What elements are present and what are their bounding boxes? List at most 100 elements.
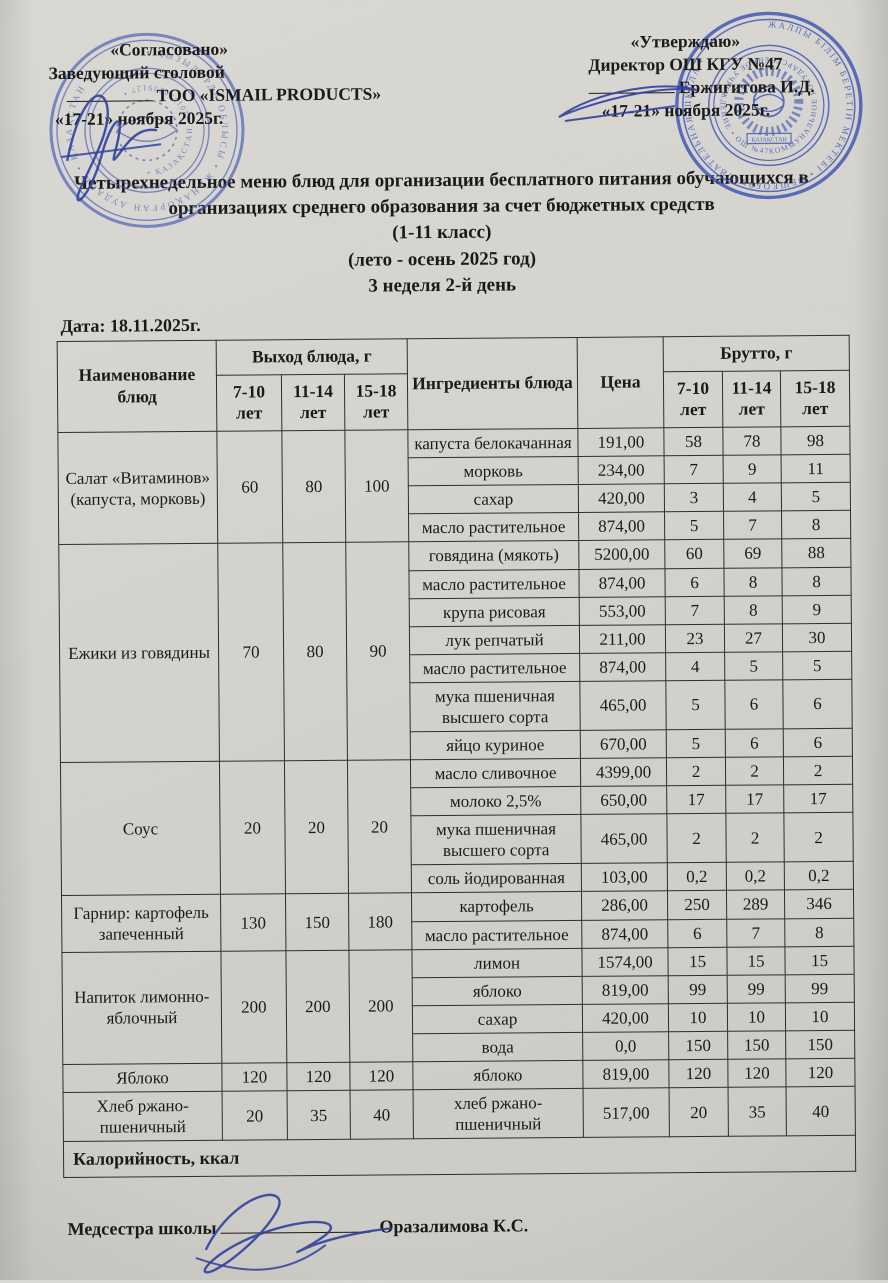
ingredient-cell: капуста белокачанная (407, 428, 579, 459)
brutto-cell: 7 (664, 455, 724, 485)
dish-name-cell: Хлеб ржано-пшеничный (63, 1091, 223, 1142)
brutto-cell: 0,2 (667, 862, 727, 892)
brutto-cell: 4 (723, 483, 782, 512)
price-cell: 4399,00 (580, 757, 667, 787)
table-row: Хлеб ржано-пшеничный 20 35 40 хлеб ржано… (63, 1086, 856, 1142)
price-cell: 819,00 (582, 975, 669, 1005)
brutto-cell: 15 (726, 946, 786, 976)
brutto-cell: 8 (781, 510, 851, 540)
nurse-label: Медсестра школы (67, 1217, 217, 1239)
price-cell: 420,00 (582, 1003, 669, 1033)
ingredient-cell: лимон (411, 948, 583, 978)
director-label: Директор ОШ КГУ №47 (588, 53, 783, 75)
brutto-cell: 10 (785, 1002, 855, 1031)
brutto-cell: 0,2 (784, 861, 854, 891)
brutto-cell: 78 (722, 427, 782, 456)
brutto-cell: 5 (665, 680, 726, 730)
ingredient-cell: лук репчатый (409, 625, 580, 655)
brutto-cell: 8 (784, 917, 854, 947)
header-ingredients: Ингредиенты блюда (407, 337, 578, 430)
header-age-15-18: 15-18 лет (344, 373, 408, 431)
brutto-cell: 6 (725, 728, 784, 758)
document-title: Четырехнедельное меню блюд для организац… (46, 165, 837, 302)
ingredient-cell: соль йодированная (411, 863, 582, 894)
price-cell: 874,00 (581, 919, 668, 949)
approve-date: «17-21» ноября 2025г. (601, 99, 771, 122)
header-price: Цена (577, 336, 664, 429)
price-cell: 286,00 (581, 891, 668, 920)
price-cell: 670,00 (580, 729, 667, 759)
portion-cell: 80 (281, 430, 346, 544)
brutto-cell: 7 (723, 511, 782, 540)
signature-line (588, 79, 675, 95)
ingredient-cell: масло растительное (408, 512, 579, 543)
price-cell: 0,0 (582, 1031, 669, 1061)
nurse-signature-block: Медсестра школы Оразалимова К.С. (68, 1215, 529, 1240)
price-cell: 650,00 (580, 785, 667, 815)
ingredient-cell: крупа рисовая (409, 597, 580, 627)
portion-cell: 80 (282, 542, 348, 761)
ingredient-cell: яйцо куриное (410, 730, 581, 760)
brutto-cell: 3 (664, 483, 724, 513)
brutto-cell: 69 (723, 539, 782, 568)
ingredient-cell: масло растительное (409, 653, 580, 683)
title-line-week-day: 3 неделя 2-й день (368, 274, 517, 297)
brutto-cell: 250 (667, 890, 727, 920)
price-cell: 191,00 (577, 427, 665, 457)
brutto-cell: 0,2 (726, 862, 785, 891)
price-cell: 517,00 (583, 1087, 670, 1138)
brutto-cell: 2 (783, 812, 854, 863)
portion-cell: 35 (287, 1090, 351, 1140)
brutto-cell: 17 (666, 785, 726, 815)
portion-cell: 200 (348, 949, 413, 1063)
ingredient-cell: сахар (412, 1004, 583, 1034)
brutto-cell: 6 (667, 918, 727, 948)
ingredient-cell: хлеб ржано-пшеничный (413, 1088, 584, 1139)
brutto-cell: 289 (726, 890, 785, 919)
portion-cell: 100 (344, 429, 409, 543)
brutto-cell: 99 (727, 974, 786, 1004)
ingredient-cell: масло растительное (408, 568, 580, 599)
brutto-cell: 5 (782, 651, 852, 680)
director-name: Ержигитова И.Д. (521, 75, 851, 101)
brutto-cell: 2 (666, 813, 727, 864)
price-cell: 420,00 (578, 484, 665, 513)
price-cell: 553,00 (579, 596, 666, 626)
brutto-cell: 5 (664, 511, 724, 541)
brutto-cell: 6 (724, 679, 784, 730)
company-name: ТОО «ISMAIL PRODUCTS» (66, 82, 419, 108)
title-line-main: Четырехнедельное меню блюд для организац… (74, 167, 809, 220)
dish-name-cell: Соус (60, 761, 221, 897)
portion-cell: 130 (220, 894, 286, 951)
brutto-cell: 6 (783, 728, 853, 757)
header-age-15-18: 15-18 лет (780, 370, 850, 428)
ingredient-cell: вода (412, 1032, 583, 1062)
brutto-cell: 88 (781, 538, 851, 568)
brutto-cell: 60 (664, 539, 724, 569)
price-cell: 234,00 (578, 456, 665, 485)
price-cell: 5200,00 (578, 540, 665, 569)
brutto-cell: 10 (727, 1002, 786, 1032)
brutto-cell: 9 (782, 594, 852, 624)
agreed-label: «Согласовано» (110, 38, 229, 60)
price-cell: 819,00 (582, 1059, 670, 1089)
dish-name-cell: Гарнир: картофель запеченный (61, 894, 221, 953)
ingredient-cell: сахар (408, 484, 579, 515)
portion-cell: 20 (347, 759, 412, 894)
portion-cell: 20 (219, 760, 286, 895)
portion-cell: 150 (285, 893, 349, 951)
portion-cell: 120 (221, 1062, 288, 1092)
dish-name-cell: Салат «Витаминов» (капуста, морковь) (57, 431, 218, 545)
brutto-cell: 15 (667, 946, 728, 976)
brutto-cell: 23 (665, 624, 725, 653)
price-cell: 874,00 (579, 652, 666, 682)
header-dish-name: Наименование блюд (57, 340, 217, 433)
price-cell: 1574,00 (581, 947, 669, 977)
brutto-cell: 8 (724, 595, 783, 625)
ingredient-cell: яблоко (412, 1060, 584, 1090)
brutto-cell: 99 (668, 975, 728, 1004)
portion-cell: 70 (217, 543, 285, 762)
nurse-name: Оразалимова К.С. (379, 1215, 529, 1237)
menu-table: Наименование блюд Выход блюда, г Ингреди… (57, 335, 857, 1178)
